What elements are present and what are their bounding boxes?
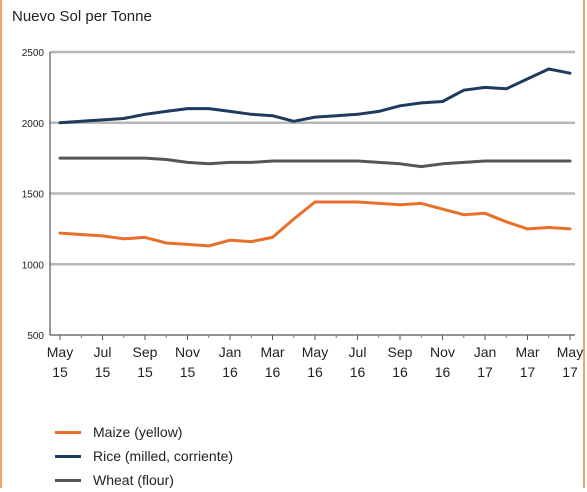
x-tick-label-year: 17 bbox=[477, 364, 493, 380]
legend-swatch bbox=[55, 478, 81, 482]
x-axis-ticks: May 15 Jul 15 Sep 15 Nov 15 Jan 16 Mar 16 May 16 Jul 16… bbox=[47, 335, 583, 380]
series-line-2 bbox=[58, 67, 572, 125]
legend-swatch bbox=[55, 454, 81, 458]
x-tick-label-year: 16 bbox=[350, 364, 366, 380]
x-tick-label-month: Jul bbox=[349, 344, 367, 360]
x-tick-label-year: 17 bbox=[520, 364, 536, 380]
legend-label: Maize (yellow) bbox=[93, 424, 183, 440]
x-tick-label-year: 15 bbox=[180, 364, 196, 380]
x-tick-label-year: 17 bbox=[562, 364, 578, 380]
legend-label: Wheat (flour) bbox=[93, 472, 174, 488]
legend-swatch bbox=[55, 430, 81, 434]
legend: Maize (yellow) Rice (milled, corriente) Wh… bbox=[55, 420, 233, 492]
y-tick-label: 1000 bbox=[22, 260, 45, 271]
x-tick-label-month: Nov bbox=[430, 344, 455, 360]
x-tick-label-year: 16 bbox=[222, 364, 238, 380]
x-tick-label-month: Sep bbox=[388, 344, 413, 360]
line-chart: 500 1000 1500 2000 2500 May 15 Jul 15 Sep 15 Nov 15… bbox=[22, 48, 583, 380]
y-tick-label: 1500 bbox=[22, 190, 45, 201]
x-tick-label-month: May bbox=[47, 344, 73, 360]
y-axis-ticks: 500 1000 1500 2000 2500 bbox=[22, 48, 45, 342]
y-tick-label: 2000 bbox=[22, 119, 45, 130]
series-line-3 bbox=[58, 156, 572, 169]
x-tick-label-year: 15 bbox=[95, 364, 111, 380]
legend-label: Rice (milled, corriente) bbox=[93, 448, 234, 464]
x-tick-label-year: 16 bbox=[307, 364, 323, 380]
x-tick-label-year: 15 bbox=[137, 364, 153, 380]
x-tick-label-year: 16 bbox=[265, 364, 281, 380]
x-tick-label-month: Nov bbox=[175, 344, 200, 360]
x-tick-label-month: Jan bbox=[474, 344, 497, 360]
series-lines bbox=[58, 67, 572, 248]
legend-item: Rice (milled, corriente) bbox=[55, 444, 233, 468]
legend-item: Wheat (flour) bbox=[55, 468, 233, 492]
series-line-1 bbox=[58, 200, 572, 248]
y-tick-label: 500 bbox=[27, 331, 44, 342]
x-tick-label-month: Mar bbox=[515, 344, 539, 360]
x-tick-label-year: 16 bbox=[392, 364, 408, 380]
chart-title: Nuevo Sol per Tonne bbox=[12, 8, 152, 25]
legend-item: Maize (yellow) bbox=[55, 420, 233, 444]
y-tick-label: 2500 bbox=[22, 48, 45, 59]
x-tick-label-year: 15 bbox=[52, 364, 68, 380]
grid-lines bbox=[49, 50, 575, 336]
x-tick-label-month: Mar bbox=[260, 344, 284, 360]
x-tick-label-month: Jul bbox=[94, 344, 112, 360]
x-tick-label-month: May bbox=[557, 344, 583, 360]
x-tick-label-month: Jan bbox=[219, 344, 242, 360]
x-tick-label-month: Sep bbox=[133, 344, 158, 360]
x-tick-label-year: 16 bbox=[435, 364, 451, 380]
x-tick-label-month: May bbox=[302, 344, 328, 360]
